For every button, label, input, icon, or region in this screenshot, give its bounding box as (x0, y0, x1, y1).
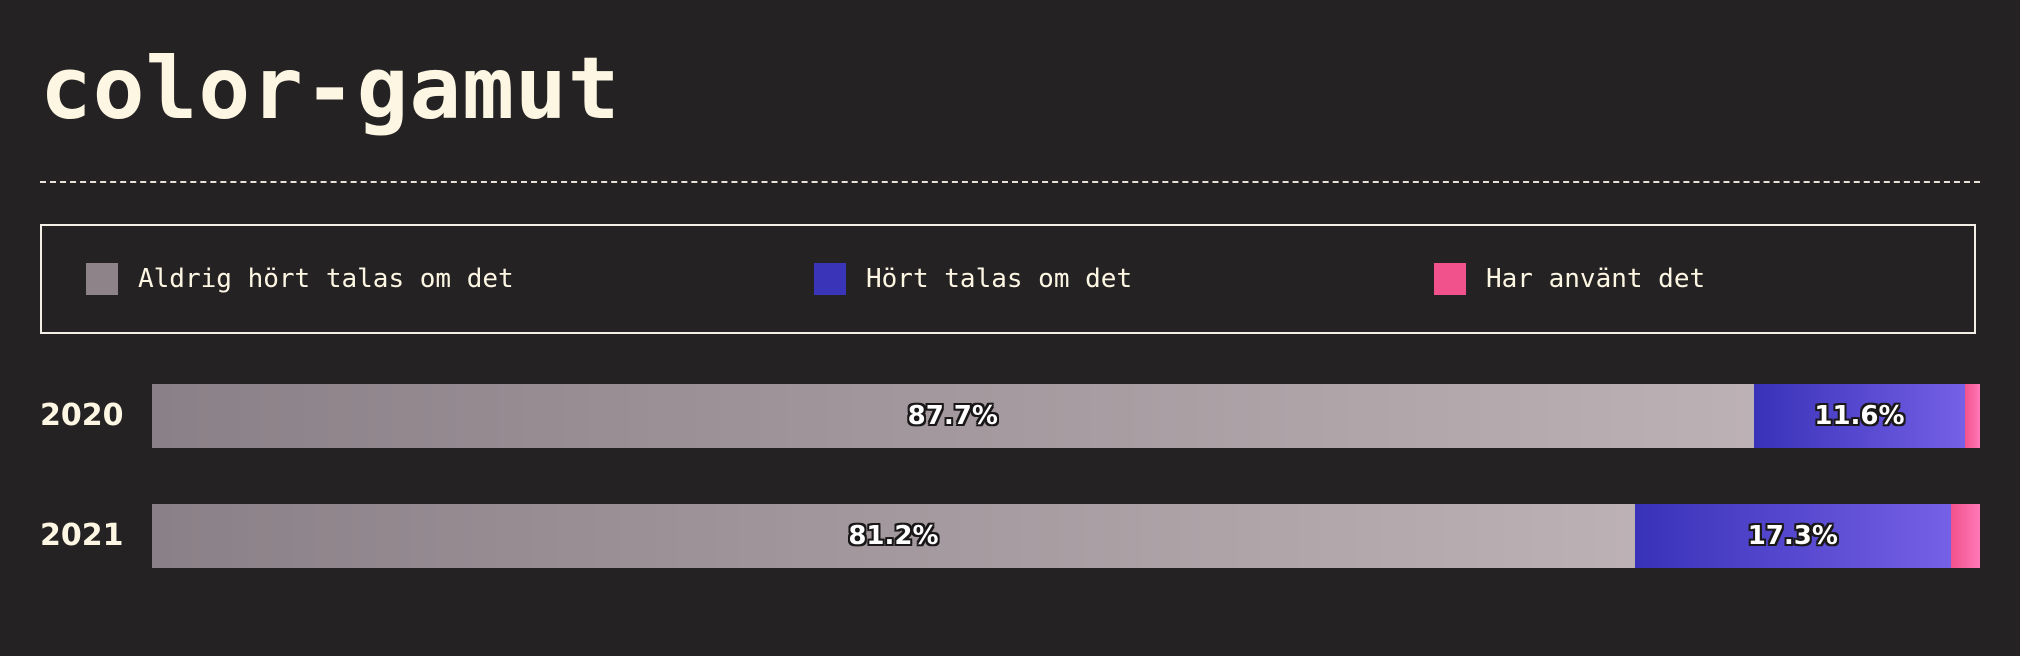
bar-segment-never-heard: 87.7% (152, 384, 1754, 448)
data-label: 11.6% (1814, 401, 1905, 431)
bar-segment-heard: 11.6% (1753, 384, 1966, 448)
legend-item-never-heard: Aldrig hört talas om det (86, 226, 514, 332)
data-label: 87.7% (907, 401, 998, 431)
chart-legend: Aldrig hört talas om det Hört talas om d… (40, 224, 1976, 334)
bar-segment-used (1950, 504, 1980, 568)
stacked-bar-2021: 81.2% 17.3% (152, 504, 1980, 568)
legend-swatch (814, 263, 846, 295)
data-label: 17.3% (1747, 521, 1838, 551)
legend-label: Har använt det (1486, 264, 1706, 294)
row-label-2020: 2020 (40, 398, 124, 433)
legend-item-heard: Hört talas om det (814, 226, 1132, 332)
bar-segment-never-heard: 81.2% (152, 504, 1635, 568)
bar-segment-heard: 17.3% (1634, 504, 1951, 568)
page-title: color-gamut (40, 39, 621, 139)
legend-label: Hört talas om det (866, 264, 1133, 294)
legend-label: Aldrig hört talas om det (138, 264, 514, 294)
data-label: 81.2% (848, 521, 939, 551)
bar-segment-used (1965, 384, 1980, 448)
title-divider (40, 181, 1980, 183)
legend-swatch (1434, 263, 1466, 295)
stacked-bar-2020: 87.7% 11.6% (152, 384, 1980, 448)
legend-swatch (86, 263, 118, 295)
row-label-2021: 2021 (40, 518, 124, 553)
legend-item-used: Har använt det (1434, 226, 1705, 332)
